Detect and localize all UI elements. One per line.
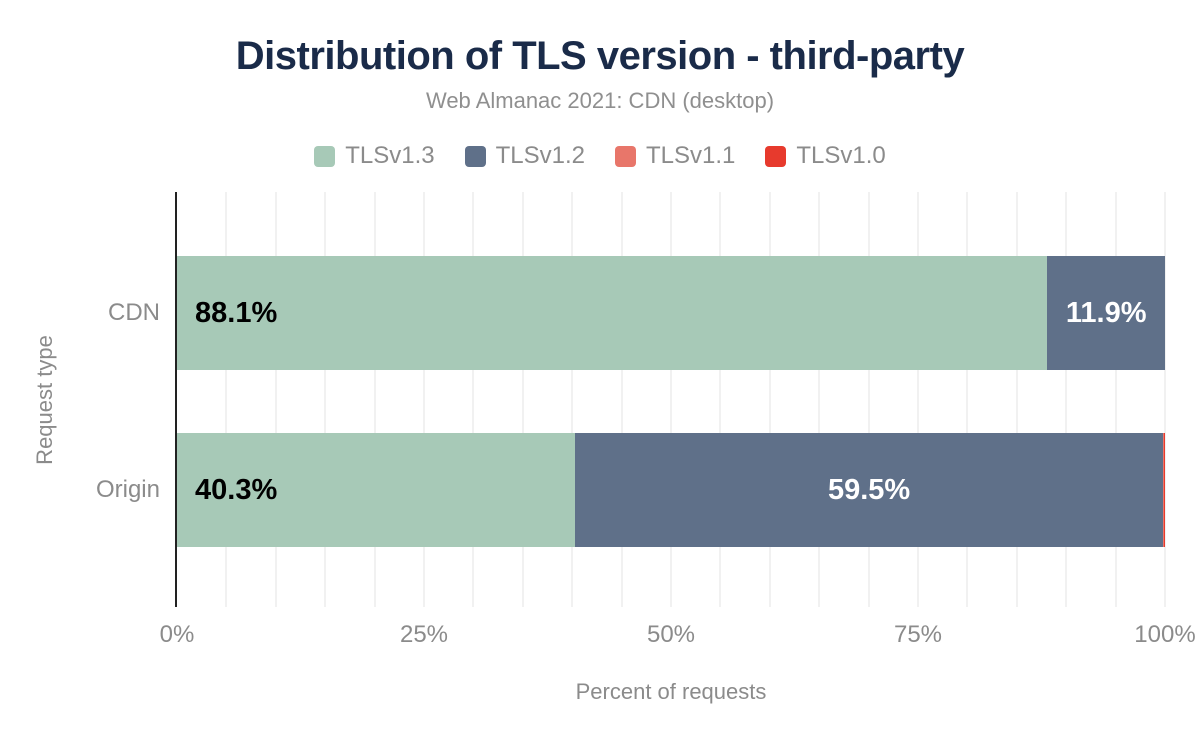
x-tick-label: 25% — [399, 621, 449, 648]
legend-swatch-icon — [765, 145, 787, 167]
bar-segment-tlsv1.3[interactable]: 88.1% — [177, 256, 1048, 370]
bar-segment-tlsv1.2[interactable]: 59.5% — [575, 433, 1163, 547]
bar-segment-tlsv1.0[interactable] — [1164, 433, 1165, 547]
legend-item-tlsv1.2[interactable]: TLSv1.2 — [464, 142, 585, 170]
gridline — [1114, 192, 1117, 607]
gridline — [670, 192, 672, 607]
gridline — [1065, 192, 1068, 607]
gridline — [274, 192, 277, 607]
legend-item-tlsv1.3[interactable]: TLSv1.3 — [314, 142, 435, 170]
chart-title: Distribution of TLS version - third-part… — [235, 34, 965, 78]
gridline — [1164, 192, 1166, 607]
gridline — [521, 192, 524, 607]
bar-segment-tlsv1.1[interactable] — [1163, 433, 1164, 547]
legend-swatch-icon — [615, 145, 636, 167]
gridline — [620, 192, 623, 607]
x-axis-title: Percent of requests — [575, 679, 767, 704]
gridline — [867, 192, 870, 607]
gridline — [423, 192, 425, 607]
y-axis-title: Request type — [32, 335, 57, 465]
category-label: CDN — [108, 299, 160, 326]
gridline — [768, 192, 771, 607]
x-tick-label: 50% — [646, 621, 696, 648]
gridline — [818, 192, 821, 607]
bar-value-label: 59.5% — [827, 473, 911, 506]
gridline — [571, 192, 574, 607]
gridline — [966, 192, 969, 607]
bar-value-label: 11.9% — [1065, 296, 1147, 329]
x-tick-label: 75% — [893, 621, 943, 648]
x-tick-label: 0% — [159, 621, 195, 648]
chart-subtitle: Web Almanac 2021: CDN (desktop) — [425, 88, 775, 113]
legend-swatch-icon — [464, 145, 486, 167]
gridline — [373, 192, 376, 607]
gridline — [917, 192, 919, 607]
legend-label: TLSv1.0 — [796, 142, 886, 169]
legend-label: TLSv1.3 — [345, 142, 435, 169]
gridline — [719, 192, 722, 607]
bar-value-label: 40.3% — [195, 473, 278, 506]
bar-segment-tlsv1.2[interactable]: 11.9% — [1047, 256, 1165, 370]
gridline — [1015, 192, 1018, 607]
legend-item-tlsv1.0[interactable]: TLSv1.0 — [765, 142, 886, 170]
bar-segment-tlsv1.3[interactable]: 40.3% — [177, 433, 576, 547]
bar-row-origin: Origin 40.3% 59.5% — [96, 433, 1165, 547]
gridline — [225, 192, 228, 607]
bar-row-cdn: CDN 88.1% 11.9% — [108, 256, 1165, 370]
legend-item-tlsv1.1[interactable]: TLSv1.1 — [615, 142, 735, 170]
category-label: Origin — [95, 476, 160, 503]
legend-label: TLSv1.1 — [646, 142, 736, 169]
bar-value-label: 88.1% — [195, 296, 278, 329]
legend-label: TLSv1.2 — [495, 142, 585, 169]
plot-area: CDN 88.1% 11.9% Origin 40.3% 59.5% 0% 25% 50% 75… — [96, 192, 1196, 704]
gridline — [324, 192, 327, 607]
x-tick-label: 100% — [1134, 621, 1196, 648]
bars-container: CDN 88.1% 11.9% Origin 40.3% 59.5% — [96, 192, 1165, 607]
legend: TLSv1.3 TLSv1.2 TLSv1.1 TLSv1.0 — [0, 142, 1200, 170]
gridline — [472, 192, 475, 607]
legend-swatch-icon — [314, 145, 336, 167]
